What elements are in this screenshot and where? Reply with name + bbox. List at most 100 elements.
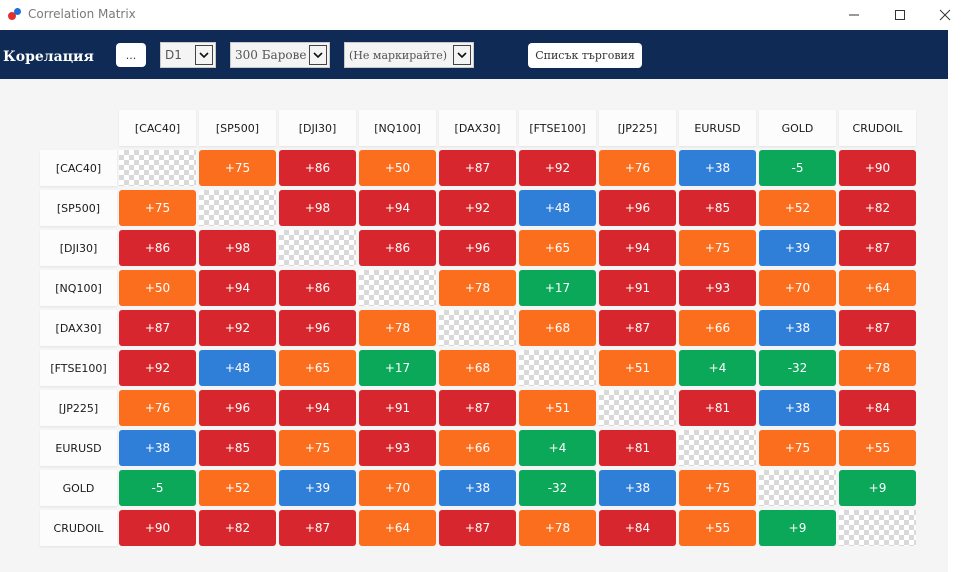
correlation-cell[interactable]: +84	[599, 510, 676, 546]
correlation-cell[interactable]: +91	[359, 390, 436, 426]
correlation-cell[interactable]: +48	[199, 350, 276, 386]
correlation-cell[interactable]: +75	[679, 230, 756, 266]
correlation-cell[interactable]: +50	[359, 150, 436, 186]
correlation-cell[interactable]: +70	[359, 470, 436, 506]
correlation-cell[interactable]: +39	[759, 230, 836, 266]
correlation-cell[interactable]: +68	[439, 350, 516, 386]
correlation-cell[interactable]: +9	[759, 510, 836, 546]
minimize-button[interactable]	[831, 0, 877, 30]
correlation-cell[interactable]: +55	[839, 430, 916, 466]
correlation-cell[interactable]: +75	[759, 430, 836, 466]
correlation-cell[interactable]: +85	[679, 190, 756, 226]
correlation-cell[interactable]: +87	[439, 150, 516, 186]
correlation-cell[interactable]: +96	[439, 230, 516, 266]
correlation-cell[interactable]: +4	[679, 350, 756, 386]
correlation-cell[interactable]: +39	[279, 470, 356, 506]
correlation-cell[interactable]: +75	[279, 430, 356, 466]
correlation-cell[interactable]: +64	[359, 510, 436, 546]
correlation-cell[interactable]: +76	[119, 390, 196, 426]
correlation-cell[interactable]: +98	[279, 190, 356, 226]
correlation-cell[interactable]: -32	[519, 470, 596, 506]
timeframe-select[interactable]: D1	[160, 42, 216, 68]
correlation-cell[interactable]: +9	[839, 470, 916, 506]
correlation-cell[interactable]: +38	[439, 470, 516, 506]
correlation-cell[interactable]: +94	[279, 390, 356, 426]
correlation-cell[interactable]: +93	[679, 270, 756, 306]
correlation-cell[interactable]: +65	[519, 230, 596, 266]
correlation-cell[interactable]: +50	[119, 270, 196, 306]
correlation-cell[interactable]: +76	[599, 150, 676, 186]
correlation-cell[interactable]: +90	[119, 510, 196, 546]
correlation-cell[interactable]: +86	[279, 150, 356, 186]
correlation-cell[interactable]: +87	[279, 510, 356, 546]
correlation-cell[interactable]: +70	[759, 270, 836, 306]
correlation-cell[interactable]: +87	[119, 310, 196, 346]
correlation-cell[interactable]: +48	[519, 190, 596, 226]
correlation-cell[interactable]: +94	[359, 190, 436, 226]
correlation-cell[interactable]: +86	[119, 230, 196, 266]
correlation-cell[interactable]: +86	[359, 230, 436, 266]
correlation-cell[interactable]: +92	[519, 150, 596, 186]
correlation-cell[interactable]: +86	[279, 270, 356, 306]
correlation-cell[interactable]: +55	[679, 510, 756, 546]
correlation-cell[interactable]: +78	[839, 350, 916, 386]
correlation-cell[interactable]: +65	[279, 350, 356, 386]
correlation-cell[interactable]: +4	[519, 430, 596, 466]
correlation-cell[interactable]: +93	[359, 430, 436, 466]
correlation-cell[interactable]: +96	[199, 390, 276, 426]
correlation-cell[interactable]: +92	[119, 350, 196, 386]
correlation-cell[interactable]: +51	[519, 390, 596, 426]
correlation-cell[interactable]: +78	[359, 310, 436, 346]
correlation-cell[interactable]: +96	[279, 310, 356, 346]
correlation-cell[interactable]: +38	[759, 310, 836, 346]
correlation-cell[interactable]: +81	[599, 430, 676, 466]
maximize-button[interactable]	[877, 0, 923, 30]
correlation-cell[interactable]: +81	[679, 390, 756, 426]
correlation-cell[interactable]: +82	[839, 190, 916, 226]
correlation-cell[interactable]: +17	[519, 270, 596, 306]
correlation-cell[interactable]: +87	[839, 230, 916, 266]
trade-list-button[interactable]: Списък търговия	[528, 43, 642, 68]
correlation-cell[interactable]: +85	[199, 430, 276, 466]
correlation-cell[interactable]: +38	[119, 430, 196, 466]
correlation-cell[interactable]: +78	[439, 270, 516, 306]
correlation-cell[interactable]: +52	[759, 190, 836, 226]
correlation-cell[interactable]: +75	[199, 150, 276, 186]
correlation-cell[interactable]: -5	[119, 470, 196, 506]
bars-select[interactable]: 300 Барове	[230, 42, 330, 68]
correlation-cell[interactable]: +38	[599, 470, 676, 506]
mark-select[interactable]: (Не маркирайте)	[344, 42, 474, 68]
correlation-cell[interactable]: +51	[599, 350, 676, 386]
correlation-cell[interactable]: +87	[439, 390, 516, 426]
correlation-cell[interactable]: +91	[599, 270, 676, 306]
close-button[interactable]	[922, 0, 965, 30]
correlation-cell[interactable]: +92	[199, 310, 276, 346]
correlation-cell[interactable]: +87	[599, 310, 676, 346]
correlation-cell[interactable]: +17	[359, 350, 436, 386]
correlation-cell[interactable]: +94	[199, 270, 276, 306]
settings-button[interactable]: ...	[116, 43, 146, 67]
mark-value: (Не маркирайте)	[349, 48, 448, 62]
correlation-cell[interactable]: +66	[439, 430, 516, 466]
correlation-cell[interactable]: +52	[199, 470, 276, 506]
correlation-cell[interactable]: +64	[839, 270, 916, 306]
correlation-cell[interactable]: +38	[679, 150, 756, 186]
correlation-cell[interactable]: +87	[439, 510, 516, 546]
close-icon	[939, 9, 951, 21]
correlation-cell[interactable]: -5	[759, 150, 836, 186]
correlation-cell[interactable]: -32	[759, 350, 836, 386]
correlation-cell[interactable]: +90	[839, 150, 916, 186]
correlation-cell[interactable]: +84	[839, 390, 916, 426]
correlation-cell[interactable]: +78	[519, 510, 596, 546]
correlation-cell[interactable]: +66	[679, 310, 756, 346]
correlation-cell[interactable]: +75	[119, 190, 196, 226]
correlation-cell[interactable]: +68	[519, 310, 596, 346]
correlation-cell[interactable]: +96	[599, 190, 676, 226]
correlation-cell[interactable]: +92	[439, 190, 516, 226]
correlation-cell[interactable]: +98	[199, 230, 276, 266]
correlation-cell[interactable]: +87	[839, 310, 916, 346]
correlation-cell[interactable]: +75	[679, 470, 756, 506]
correlation-cell[interactable]: +94	[599, 230, 676, 266]
correlation-cell[interactable]: +82	[199, 510, 276, 546]
correlation-cell[interactable]: +38	[759, 390, 836, 426]
